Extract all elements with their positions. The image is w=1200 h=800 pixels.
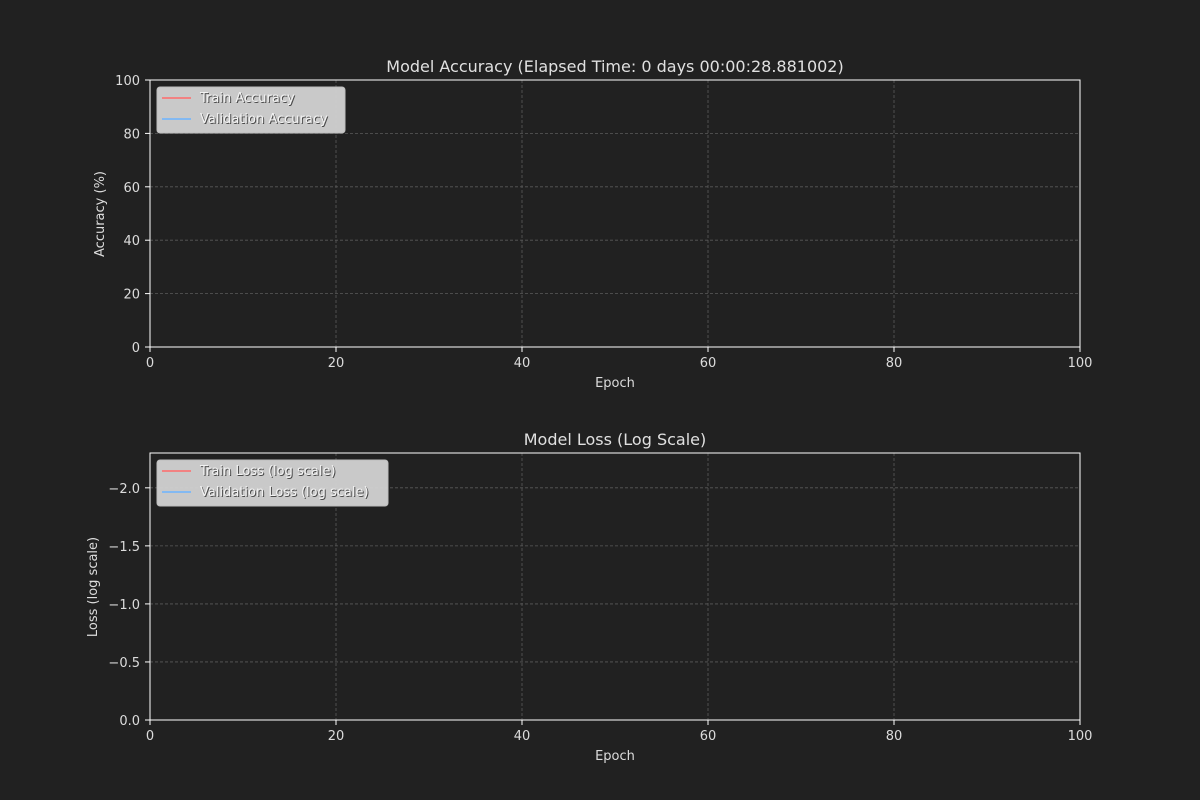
accuracy-y-tick-label-5: 100	[115, 74, 140, 89]
accuracy-chart-title: Model Accuracy (Elapsed Time: 0 days 00:…	[386, 57, 843, 76]
accuracy-x-tick-label-3: 60	[700, 356, 717, 371]
loss-legend-box	[156, 459, 389, 507]
accuracy-y-tick-label-0: 0	[132, 341, 140, 356]
loss-x-tick-label-4: 80	[886, 729, 903, 744]
accuracy-x-tick-label-1: 20	[328, 356, 345, 371]
accuracy-x-axis-label: Epoch	[595, 376, 635, 391]
loss-legend-label-shadow-1: Validation Loss (log scale)	[201, 486, 370, 501]
loss-y-tick-label-3: −1.5	[108, 540, 140, 555]
loss-legend-label-shadow-0: Train Loss (log scale)	[200, 465, 337, 480]
accuracy-x-tick-label-5: 100	[1068, 356, 1093, 371]
loss-y-axis-label: Loss (log scale)	[86, 537, 101, 637]
accuracy-x-tick-label-2: 40	[514, 356, 531, 371]
accuracy-legend-label-0: Train Accuracy	[199, 91, 295, 106]
loss-chart: 0 20 40 60 80 100 0.0 −0.5 −1.0 −1.5 −2.0 Train Los…	[86, 430, 1092, 764]
accuracy-y-tick-label-3: 60	[123, 181, 140, 196]
accuracy-y-axis-label: Accuracy (%)	[93, 171, 108, 257]
accuracy-legend-label-shadow-0: Train Accuracy	[200, 92, 296, 107]
accuracy-legend-box	[156, 86, 346, 134]
accuracy-y-tick-label-2: 40	[123, 234, 140, 249]
loss-x-tick-label-2: 40	[514, 729, 531, 744]
accuracy-x-tick-label-0: 0	[146, 356, 154, 371]
loss-spines	[149, 452, 1081, 721]
loss-chart-title: Model Loss (Log Scale)	[524, 430, 707, 449]
accuracy-y-tick-label-4: 80	[123, 127, 140, 142]
loss-x-tick-label-0: 0	[146, 729, 154, 744]
loss-legend-label-0: Train Loss (log scale)	[199, 464, 336, 479]
loss-y-tick-label-4: −2.0	[108, 482, 140, 497]
loss-y-tick-label-0: 0.0	[119, 714, 140, 729]
accuracy-x-tick-label-4: 80	[886, 356, 903, 371]
accuracy-y-tick-label-1: 20	[123, 288, 140, 303]
accuracy-legend-label-shadow-1: Validation Accuracy	[201, 113, 329, 128]
accuracy-legend-label-1: Validation Accuracy	[200, 112, 328, 127]
loss-x-tick-label-1: 20	[328, 729, 345, 744]
loss-plot-area: 0 20 40 60 80 100 0.0 −0.5 −1.0 −1.5 −2.0 Train Los…	[108, 452, 1093, 744]
loss-legend-label-1: Validation Loss (log scale)	[200, 485, 369, 500]
loss-x-tick-label-5: 100	[1068, 729, 1093, 744]
loss-x-axis-label: Epoch	[595, 749, 635, 764]
loss-x-tick-label-3: 60	[700, 729, 717, 744]
loss-y-tick-label-2: −1.0	[108, 598, 140, 613]
accuracy-spines	[149, 79, 1081, 348]
loss-y-tick-label-1: −0.5	[108, 656, 140, 671]
